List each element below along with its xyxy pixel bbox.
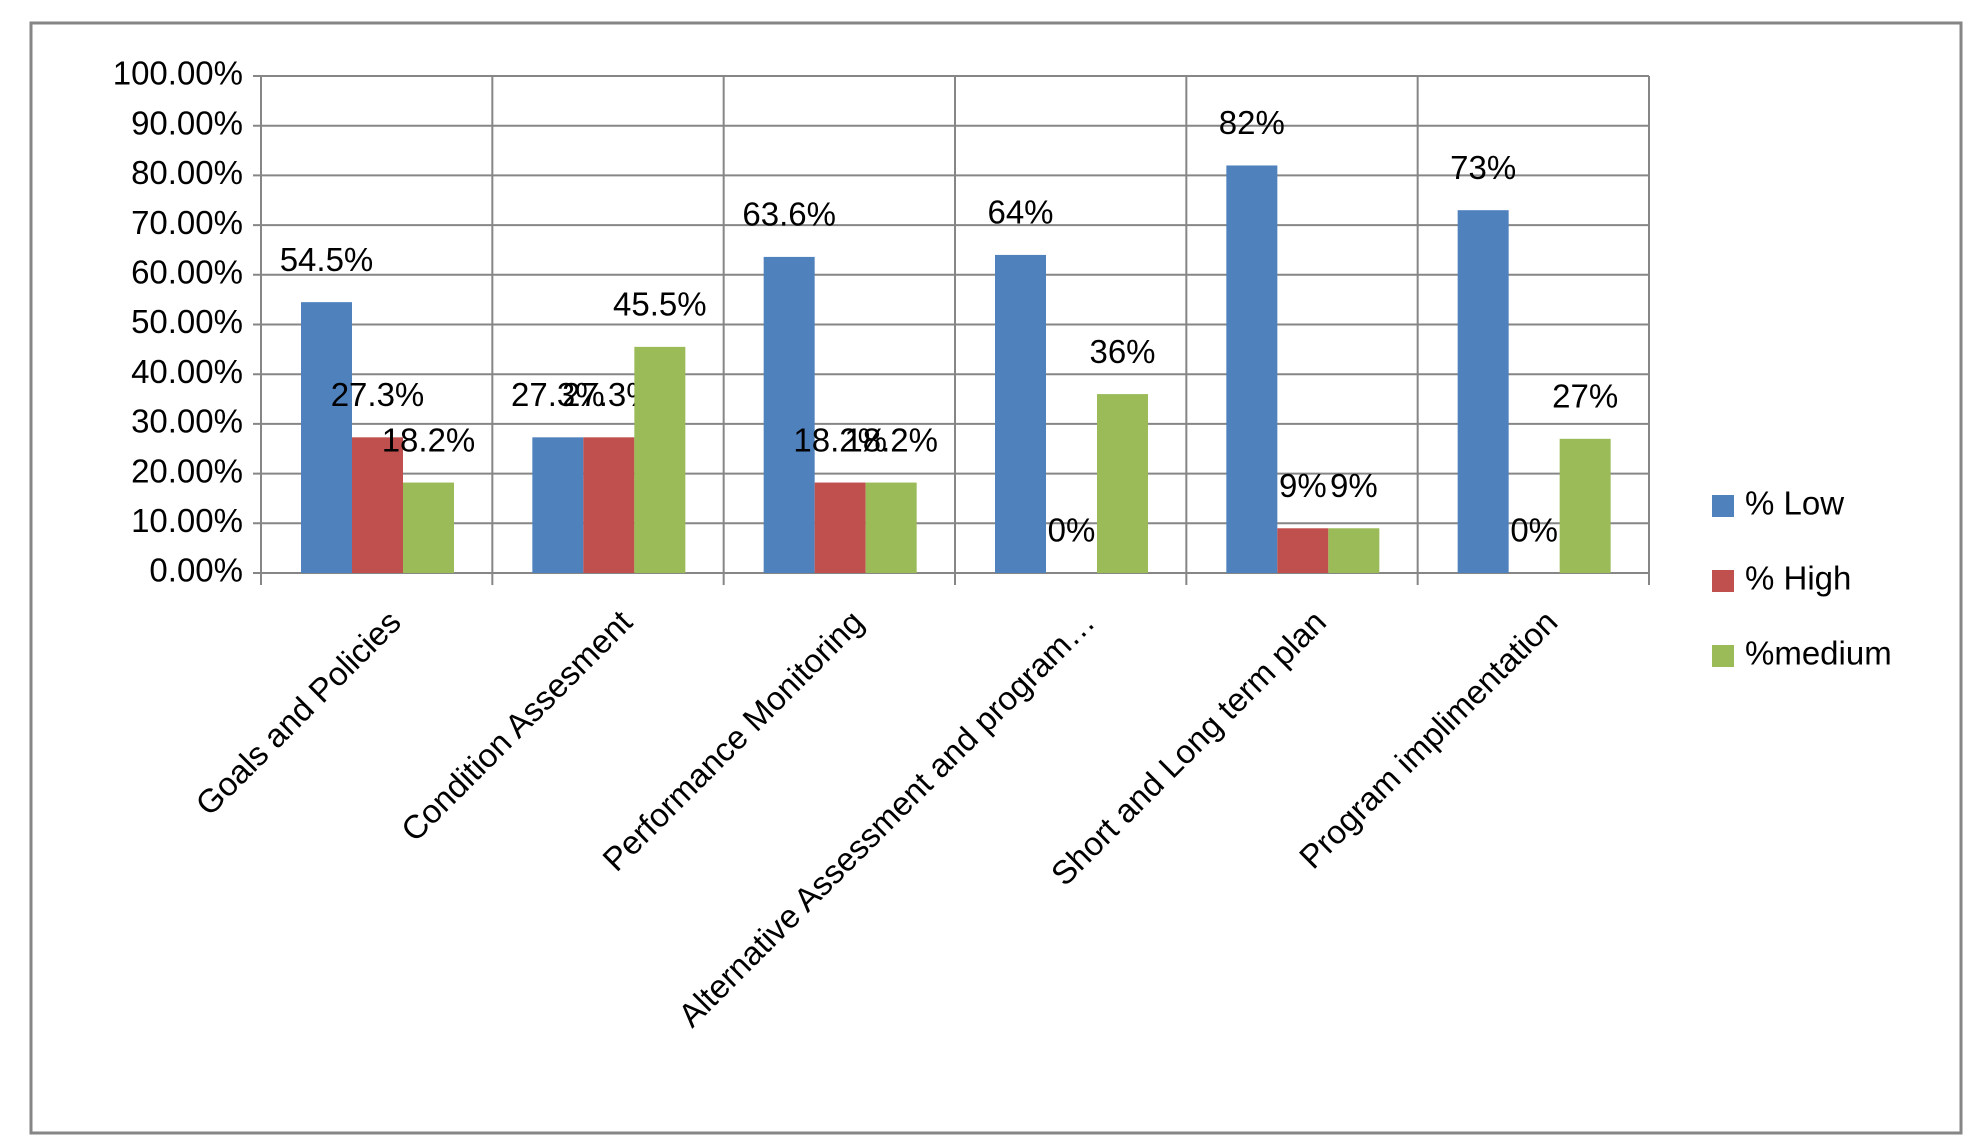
bar (1277, 528, 1329, 573)
y-tick-label: 50.00% (131, 303, 243, 340)
data-label: 73% (1450, 149, 1516, 186)
chart-border (29, 21, 1963, 1135)
data-label: 36% (1089, 333, 1155, 370)
y-tick-label: 40.00% (131, 353, 243, 390)
data-label: 27% (1552, 378, 1618, 415)
bar (763, 256, 815, 573)
y-tick-label: 30.00% (131, 403, 243, 440)
bar (301, 302, 352, 573)
bar (1457, 210, 1509, 573)
data-label: 27.3% (331, 376, 425, 413)
legend-swatch (1712, 645, 1734, 667)
y-tick-label: 60.00% (131, 254, 243, 291)
bar (865, 482, 917, 573)
data-label: 0% (1048, 512, 1096, 549)
y-tick-label: 20.00% (131, 452, 243, 489)
y-tick-label: 100.00% (113, 55, 243, 92)
y-tick-label: 10.00% (131, 502, 243, 539)
bar (1559, 438, 1611, 573)
legend-swatch (1712, 495, 1734, 517)
data-label: 9% (1330, 467, 1378, 504)
data-label: 18.2% (844, 421, 938, 458)
bar (995, 254, 1046, 574)
bar (634, 346, 686, 573)
legend-label: %medium (1745, 635, 1892, 672)
y-tick-label: 0.00% (149, 552, 243, 589)
y-tick-label: 80.00% (131, 154, 243, 191)
bar (583, 437, 635, 573)
legend-label: % Low (1745, 485, 1844, 522)
data-label: 0% (1510, 512, 1558, 549)
legend-swatch (1712, 570, 1734, 592)
bar (1097, 394, 1148, 573)
legend-label: % High (1745, 560, 1851, 597)
bar (814, 482, 866, 573)
bar (532, 437, 584, 573)
data-label: 64% (987, 194, 1053, 231)
data-label: 27.3% (511, 376, 605, 413)
bar (403, 482, 454, 573)
data-label: 54.5% (280, 241, 374, 278)
data-label: 63.6% (742, 196, 836, 233)
bar (1226, 165, 1278, 573)
bar (352, 437, 403, 573)
data-label: 45.5% (613, 286, 707, 323)
data-label: 18.2% (382, 421, 476, 458)
y-tick-label: 90.00% (131, 104, 243, 141)
data-label: 9% (1279, 467, 1327, 504)
y-tick-label: 70.00% (131, 204, 243, 241)
data-label: 82% (1219, 104, 1285, 141)
bar (1328, 528, 1380, 573)
data-label: 18.2% (793, 421, 887, 458)
